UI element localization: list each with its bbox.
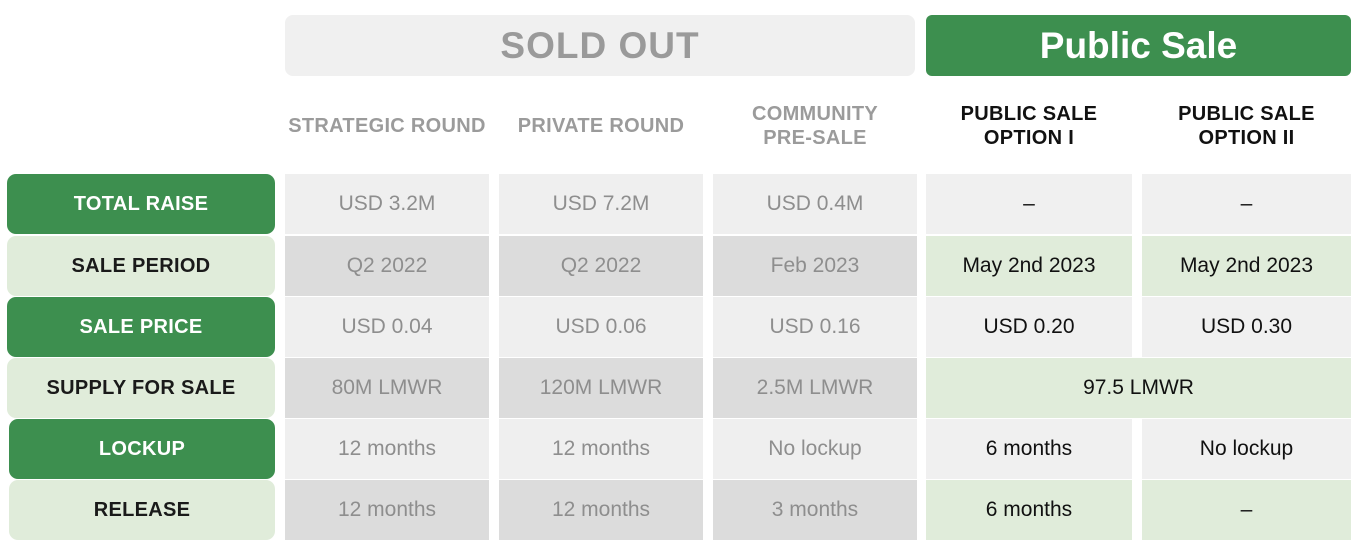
table-cell: – (1142, 174, 1351, 234)
table-cell: 80M LMWR (285, 358, 489, 418)
table-cell: 120M LMWR (499, 358, 703, 418)
column-header-community-pre-sale: COMMUNITY PRE-SALE (751, 103, 879, 149)
table-cell: No lockup (713, 419, 917, 479)
table-cell: 12 months (499, 480, 703, 540)
table-cell: 12 months (285, 419, 489, 479)
column-header-public-sale-option-1: PUBLIC SALE OPTION I (960, 103, 1098, 149)
table-cell: May 2nd 2023 (926, 236, 1132, 296)
row-label-total-raise: TOTAL RAISE (7, 174, 275, 234)
table-cell: USD 0.04 (285, 297, 489, 357)
table-cell: USD 0.20 (926, 297, 1132, 357)
table-cell: 6 months (926, 419, 1132, 479)
row-label-sale-period: SALE PERIOD (7, 236, 275, 296)
table-cell: 12 months (285, 480, 489, 540)
table-cell: USD 7.2M (499, 174, 703, 234)
table-cell: – (1142, 480, 1351, 540)
table-cell-merged: 97.5 LMWR (926, 358, 1351, 418)
table-cell: Q2 2022 (499, 236, 703, 296)
table-cell: 12 months (499, 419, 703, 479)
public-sale-banner: Public Sale (926, 15, 1351, 76)
table-cell: USD 0.30 (1142, 297, 1351, 357)
table-cell: No lockup (1142, 419, 1351, 479)
table-cell: 6 months (926, 480, 1132, 540)
table-cell: Feb 2023 (713, 236, 917, 296)
row-label-sale-price: SALE PRICE (7, 297, 275, 357)
table-cell: USD 0.06 (499, 297, 703, 357)
row-label-lockup: LOCKUP (9, 419, 275, 479)
row-label-release: RELEASE (9, 480, 275, 540)
sold-out-banner: SOLD OUT (285, 15, 915, 76)
table-cell: 2.5M LMWR (713, 358, 917, 418)
table-cell: 3 months (713, 480, 917, 540)
column-header-strategic-round: STRATEGIC ROUND (288, 115, 486, 137)
row-label-supply-for-sale: SUPPLY FOR SALE (7, 358, 275, 418)
column-header-private-round: PRIVATE ROUND (517, 115, 685, 137)
column-header-public-sale-option-2: PUBLIC SALE OPTION II (1178, 103, 1315, 149)
table-cell: USD 0.4M (713, 174, 917, 234)
table-cell: – (926, 174, 1132, 234)
table-cell: USD 0.16 (713, 297, 917, 357)
table-cell: USD 3.2M (285, 174, 489, 234)
table-cell: Q2 2022 (285, 236, 489, 296)
table-cell: May 2nd 2023 (1142, 236, 1351, 296)
